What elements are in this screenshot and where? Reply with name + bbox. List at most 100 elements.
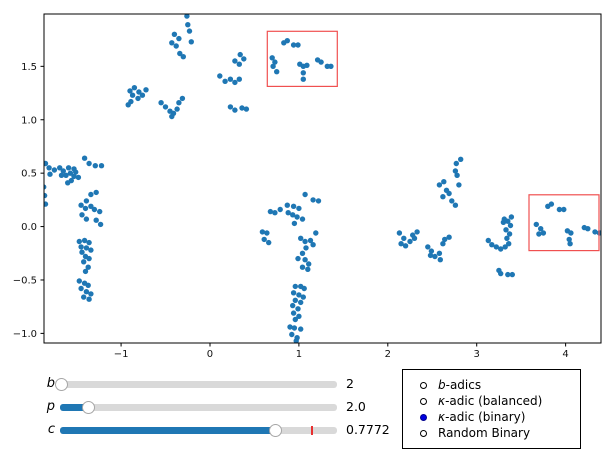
slider-b-handle[interactable]	[55, 378, 68, 391]
scatter-point	[298, 235, 304, 241]
scatter-point	[46, 165, 52, 171]
scatter-point	[227, 104, 234, 110]
scatter-point	[185, 22, 191, 28]
scatter-point	[315, 198, 322, 204]
slider-b-value: 2	[346, 376, 354, 391]
scatter-point	[131, 85, 138, 91]
scatter-point	[184, 14, 190, 19]
scatter-point	[567, 241, 573, 247]
scatter-point	[38, 189, 43, 194]
scatter-point	[306, 261, 312, 267]
scatter-point	[79, 212, 85, 218]
scatter-point	[296, 313, 302, 319]
scatter-point	[295, 42, 301, 48]
scatter-point	[304, 62, 310, 68]
scatter-point	[592, 229, 598, 235]
scatter-point	[302, 238, 308, 245]
slider-c-track[interactable]	[60, 424, 337, 437]
scatter-point	[290, 310, 297, 316]
scatter-point	[222, 78, 228, 85]
scatter-point	[264, 230, 270, 236]
y-tick-label: 0.0	[21, 222, 37, 233]
y-tick-label: 0.5	[21, 169, 37, 180]
scatter-point	[236, 76, 242, 82]
scatter-point	[93, 189, 99, 196]
slider-row-p: p 2.0	[0, 397, 400, 419]
open-circle-marker-icon	[420, 429, 427, 437]
scatter-point	[540, 230, 547, 236]
slider-p-track[interactable]	[60, 401, 337, 414]
scatter-point	[298, 299, 304, 306]
scatter-point	[158, 100, 164, 106]
scatter-point	[98, 163, 105, 169]
scatter-point	[81, 155, 88, 161]
scatter-point	[269, 55, 275, 61]
scatter-point	[505, 271, 511, 278]
y-tick-label: −1.0	[13, 329, 37, 340]
scatter-point	[75, 174, 82, 181]
scatter-point	[241, 56, 247, 62]
scatter-point	[78, 285, 84, 292]
scatter-point	[307, 237, 314, 244]
scatter-point	[81, 259, 87, 265]
slider-c-handle[interactable]	[269, 424, 282, 437]
slider-c-value: 0.7772	[346, 422, 390, 437]
y-tick-label: −0.5	[13, 275, 37, 286]
scatter-point	[169, 40, 175, 46]
scatter-point	[174, 106, 180, 112]
legend-item-adic-balanced[interactable]: κ-adic (balanced)	[403, 393, 580, 409]
scatter-point	[127, 88, 133, 94]
scatter-point	[427, 252, 434, 259]
scatter-point	[538, 226, 544, 232]
scatter-point	[318, 59, 324, 65]
scatter-point	[290, 203, 297, 209]
legend-item-random-binary[interactable]: Random Binary	[403, 425, 580, 441]
scatter-point	[506, 241, 512, 247]
scatter-point	[88, 291, 94, 297]
scatter-point	[294, 214, 300, 220]
scatter-point	[86, 255, 92, 262]
scatter-point	[566, 236, 572, 243]
legend-item-b-adics[interactable]: b-adics	[403, 377, 580, 393]
scatter-point	[239, 105, 245, 111]
scatter-point	[272, 59, 278, 65]
scatter-point	[173, 43, 179, 49]
scatter-point	[328, 63, 334, 69]
x-tick-label: 2	[385, 349, 391, 360]
scatter-point	[129, 92, 136, 98]
plot-frame	[43, 13, 602, 344]
scatter-point	[287, 324, 293, 330]
open-circle-marker-icon	[420, 397, 427, 405]
axis-ticks: −1 0 1 2 3 4 −1.0 −0.5 0.0 0.5 1.0 1.5	[13, 62, 569, 360]
scatter-point	[79, 249, 85, 255]
scatter-point	[453, 160, 459, 167]
scatter-point	[47, 171, 53, 177]
scatter-point	[449, 198, 455, 204]
scatter-point	[176, 100, 182, 106]
scatter-point	[93, 217, 99, 223]
scatter-point	[73, 169, 79, 175]
scatter-point	[300, 294, 306, 300]
scatter-point	[81, 237, 88, 244]
scatter-point	[456, 182, 462, 188]
slider-p-handle[interactable]	[82, 401, 95, 414]
highlight-rectangle	[528, 194, 600, 252]
legend-item-adic-binary[interactable]: κ-adic (binary)	[403, 409, 580, 425]
scatter-point	[97, 208, 103, 215]
slider-b-track[interactable]	[55, 378, 337, 391]
scatter-point	[125, 102, 131, 108]
open-circle-marker-icon	[420, 381, 427, 389]
scatter-point	[259, 229, 266, 235]
scatter-point	[485, 237, 491, 244]
scatter-point	[396, 230, 403, 236]
scatter-point	[414, 229, 420, 235]
scatter-point	[489, 242, 495, 248]
scatter-point	[446, 234, 452, 240]
slider-row-c: c 0.7772	[0, 420, 400, 442]
legend-item-label: κ-adic (binary)	[438, 410, 526, 424]
scatter-point	[44, 184, 47, 190]
scatter-point	[437, 257, 443, 263]
scatter-point	[86, 160, 92, 167]
